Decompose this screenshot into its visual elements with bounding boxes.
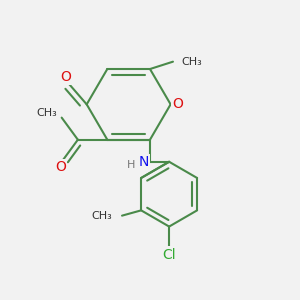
Text: CH₃: CH₃ [181, 57, 202, 67]
Text: CH₃: CH₃ [37, 108, 57, 118]
Text: H: H [127, 160, 135, 170]
Text: Cl: Cl [162, 248, 176, 262]
Text: CH₃: CH₃ [91, 211, 112, 221]
Text: O: O [55, 160, 66, 174]
Text: O: O [61, 70, 71, 84]
Text: O: O [172, 98, 183, 111]
Text: N: N [139, 155, 149, 169]
